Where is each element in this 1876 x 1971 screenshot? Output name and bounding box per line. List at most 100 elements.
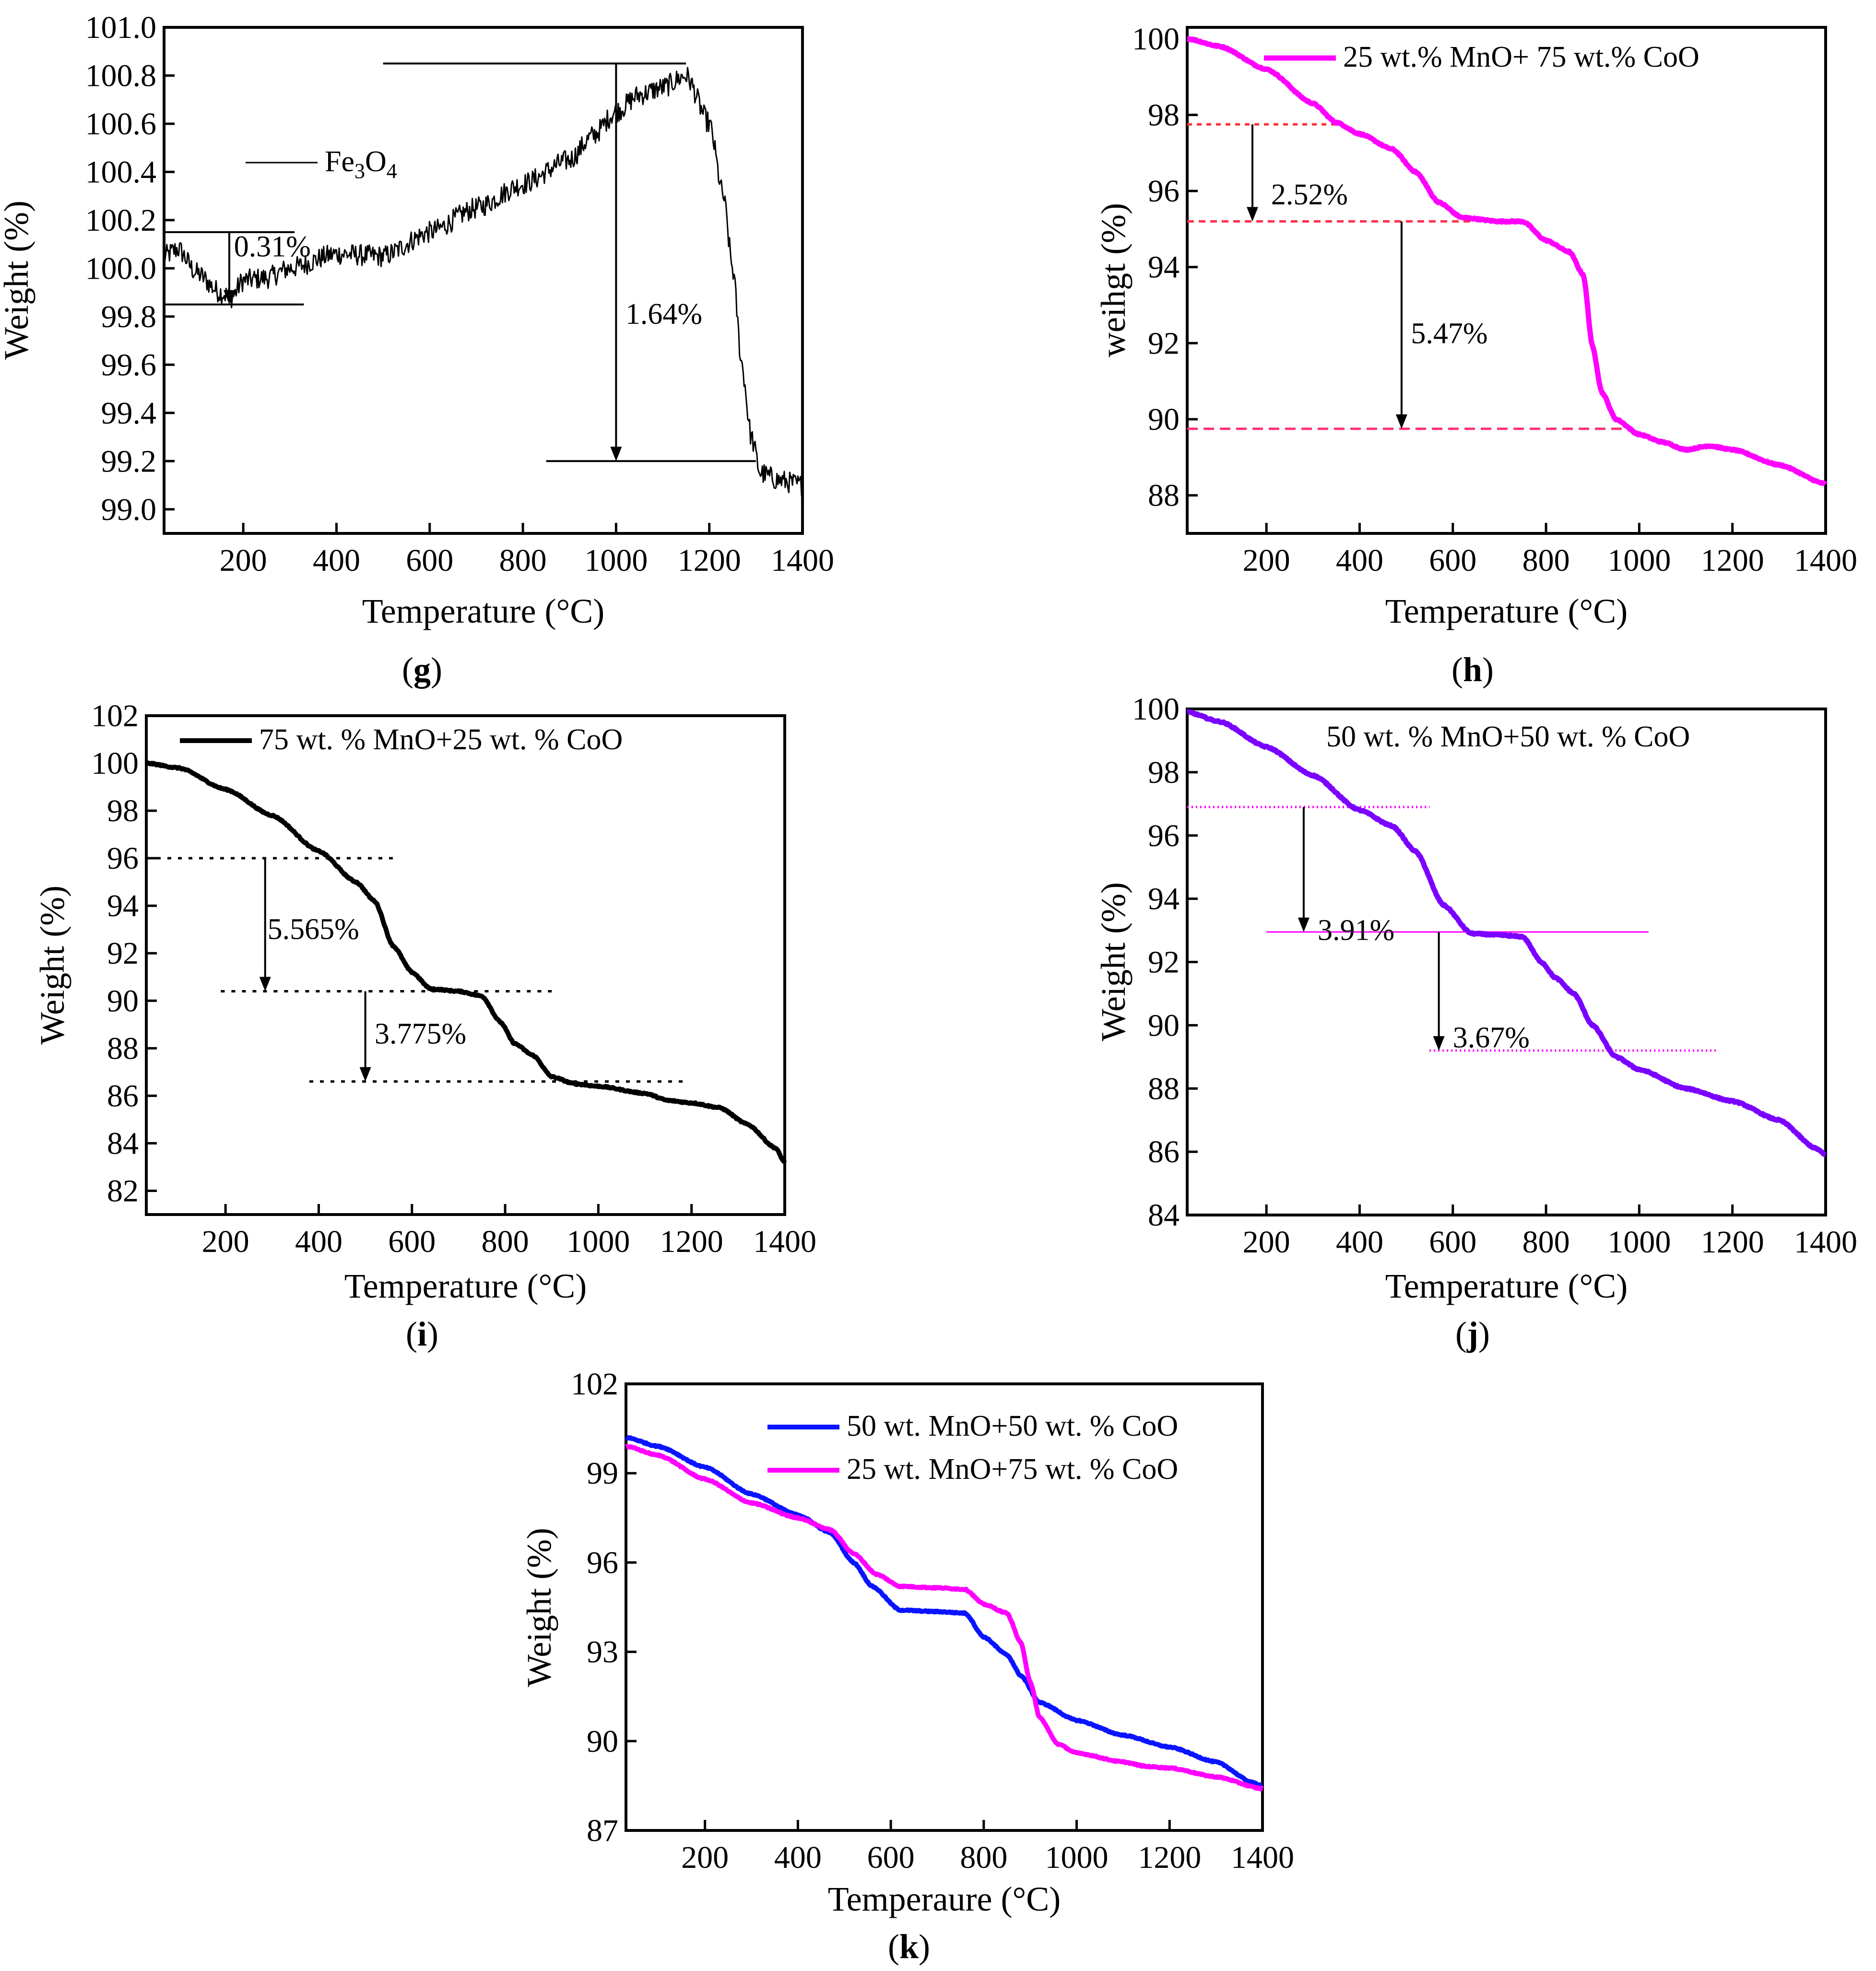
y-tick-label: 99 <box>587 1456 618 1491</box>
x-tick-label: 800 <box>482 1224 529 1259</box>
x-tick-label: 200 <box>681 1840 729 1875</box>
y-tick-label: 102 <box>91 698 139 733</box>
y-axis-title: Weight (%) <box>520 1528 558 1687</box>
x-tick-label: 600 <box>1429 1225 1476 1260</box>
y-axis-title: weihgt (%) <box>1094 203 1133 357</box>
x-tick-label: 200 <box>1243 543 1290 578</box>
legend: 50 wt. MnO+50 wt. % CoO 25 wt. MnO+75 wt.… <box>767 1410 1178 1486</box>
y-tick-label: 100.8 <box>85 58 157 93</box>
arrow-head <box>1433 1036 1445 1051</box>
x-tick-label: 1200 <box>1701 543 1764 578</box>
y-tick-label: 98 <box>107 793 139 828</box>
y-tick-label: 96 <box>1148 818 1180 853</box>
y-axis-title: Weight (%) <box>1094 882 1133 1041</box>
y-tick-label: 100.6 <box>85 106 157 142</box>
panel-i: 200 400 600 800 1000 1200 1400 82 84 86 88 90 92 94 96… <box>33 698 816 1353</box>
y-tick-label: 100 <box>1132 692 1180 727</box>
x-axis-title: Temperaure (°C) <box>828 1880 1061 1918</box>
x-tick-label: 1000 <box>1607 543 1671 578</box>
x-tick-label: 200 <box>220 543 267 578</box>
y-tick-label: 100 <box>1132 22 1180 57</box>
x-tick-label: 1000 <box>566 1224 630 1259</box>
plot-frame <box>625 1382 1264 1832</box>
series-line <box>1185 36 1828 486</box>
panel-g: 200 400 600 800 1000 1200 1400 99.0 99.2 99.4 99.6… <box>0 10 834 689</box>
y-tick-label: 101.0 <box>85 10 157 45</box>
y-tick-label: 88 <box>107 1031 139 1066</box>
series-line <box>144 760 787 1164</box>
y-tick-label: 98 <box>1148 97 1180 132</box>
y-tick-label: 100 <box>91 746 139 781</box>
x-tick-label: 1200 <box>660 1224 723 1259</box>
arrow-head <box>1247 207 1259 222</box>
x-tick-label: 1400 <box>771 543 834 578</box>
x-tick-label: 1400 <box>1794 543 1857 578</box>
x-tick-label: 1200 <box>1138 1840 1201 1875</box>
y-tick-label: 84 <box>107 1126 139 1161</box>
x-tick-label: 400 <box>1336 543 1383 578</box>
x-tick-label: 1400 <box>1794 1225 1857 1260</box>
panel-h: 200 400 600 800 1000 1200 1400 88 90 92 94 96 98 100 T… <box>1094 22 1857 689</box>
x-tick-label: 400 <box>295 1224 342 1259</box>
arrow-head <box>259 977 271 991</box>
y-tick-label: 96 <box>587 1545 618 1580</box>
arrow-head <box>610 447 622 461</box>
y-tick-label: 96 <box>1148 174 1180 209</box>
panel-k: 200 400 600 800 1000 1200 1400 87 90 93 96 99 102 Tem… <box>520 1367 1294 1966</box>
legend-label: 25 wt. MnO+75 wt. % CoO <box>847 1453 1178 1486</box>
y-tick-label: 82 <box>107 1173 139 1208</box>
x-tick-label: 600 <box>406 543 453 578</box>
y-tick-label: 90 <box>1148 1008 1180 1043</box>
x-tick-label: 1000 <box>584 543 648 578</box>
x-tick-label: 600 <box>388 1224 436 1259</box>
y-tick-label: 84 <box>1148 1198 1180 1233</box>
y-tick-label: 92 <box>1148 326 1180 361</box>
panel-label: (k) <box>888 1927 930 1966</box>
y-tick-label: 94 <box>107 888 139 923</box>
x-tick-label: 800 <box>960 1840 1007 1875</box>
panel-j: 200 400 600 800 1000 1200 1400 84 86 88 90 92 94 96 98… <box>1094 692 1857 1353</box>
x-tick-label: 1000 <box>1607 1225 1671 1260</box>
annotation-label: 1.64% <box>625 298 702 330</box>
annotation-label: 5.47% <box>1411 317 1487 350</box>
panel-label: (h) <box>1451 650 1494 689</box>
x-tick-label: 1200 <box>678 543 741 578</box>
x-tick-label: 1000 <box>1045 1840 1109 1875</box>
y-tick-label: 99.2 <box>101 444 157 479</box>
y-tick-label: 90 <box>587 1724 618 1759</box>
annotation-label: 3.67% <box>1453 1022 1530 1054</box>
x-tick-label: 1400 <box>1231 1840 1294 1875</box>
x-tick-label: 1200 <box>1701 1225 1764 1260</box>
legend-label: 25 wt.% MnO+ 75 wt.% CoO <box>1343 41 1699 73</box>
y-tick-label: 100.4 <box>85 154 157 189</box>
annotation-label: 2.52% <box>1271 178 1348 211</box>
arrow-head <box>359 1067 371 1082</box>
annotation-label: 3.91% <box>1318 914 1394 946</box>
x-tick-label: 200 <box>1243 1225 1290 1260</box>
panel-label: (j) <box>1455 1315 1490 1353</box>
y-tick-label: 90 <box>1148 402 1180 437</box>
y-axis-title: Weight (%) <box>0 201 35 360</box>
legend: Fe3O4 <box>246 145 397 183</box>
y-tick-label: 98 <box>1148 755 1180 790</box>
panel-label: (i) <box>406 1315 438 1353</box>
y-axis-title: Weight (%) <box>33 885 71 1045</box>
legend-label: 50 wt. % MnO+50 wt. % CoO <box>1326 720 1690 753</box>
series-line <box>624 1435 1264 1789</box>
x-tick-label: 400 <box>1336 1225 1383 1260</box>
y-tick-label: 99.6 <box>101 347 157 382</box>
legend: 75 wt. % MnO+25 wt. % CoO <box>180 723 623 756</box>
y-tick-label: 92 <box>107 936 139 971</box>
plot-frame <box>145 714 786 1216</box>
x-axis-title: Temperature (°C) <box>1385 1267 1628 1305</box>
y-tick-label: 100.2 <box>85 203 157 238</box>
arrow-head <box>1395 414 1407 429</box>
x-axis-title: Temperature (°C) <box>362 592 605 630</box>
y-tick-label: 87 <box>587 1813 618 1848</box>
y-tick-label: 99.8 <box>101 299 157 334</box>
legend-label: Fe3O4 <box>325 145 397 183</box>
legend-label: 75 wt. % MnO+25 wt. % CoO <box>259 723 623 756</box>
x-axis-title: Temperature (°C) <box>1385 592 1628 630</box>
y-tick-label: 88 <box>1148 1071 1180 1106</box>
x-tick-label: 600 <box>867 1840 915 1875</box>
